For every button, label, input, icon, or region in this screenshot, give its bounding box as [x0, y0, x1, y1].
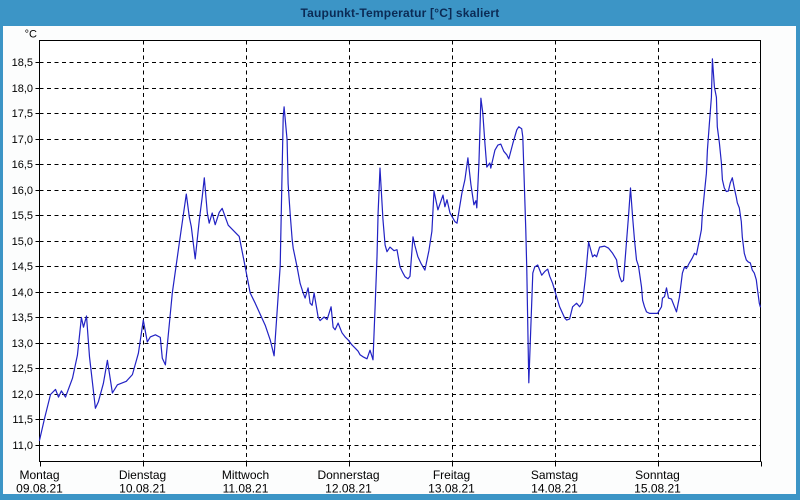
gridlines-vertical — [143, 40, 659, 462]
x-tick-date-label: 11.08.21 — [223, 482, 269, 496]
series-line — [38, 58, 761, 441]
y-tick-label: 18,5 — [12, 57, 33, 69]
y-tick-label: 15,0 — [12, 236, 33, 248]
y-tick-label: 12,0 — [12, 389, 33, 401]
y-tick-label: 13,5 — [12, 312, 33, 324]
x-tick-day-label: Donnerstag — [317, 468, 379, 482]
window-border-bottom — [0, 494, 800, 500]
y-tick-label: 11,0 — [12, 440, 33, 452]
x-tick-day-label: Dienstag — [119, 468, 166, 482]
y-axis-ticks — [35, 62, 40, 446]
x-tick-day-label: Freitag — [433, 468, 470, 482]
window-title: Taupunkt-Temperatur [°C] skaliert — [300, 6, 500, 20]
y-tick-label: 16,0 — [12, 185, 33, 197]
x-tick-date-label: 09.08.21 — [16, 482, 63, 496]
gridlines-horizontal — [39, 62, 761, 446]
y-tick-label: 14,5 — [12, 261, 33, 273]
window-titlebar: Taupunkt-Temperatur [°C] skaliert — [0, 0, 800, 26]
y-axis-unit-label: °C — [25, 29, 37, 41]
y-tick-label: 15,5 — [12, 210, 33, 222]
y-tick-label: 16,5 — [12, 159, 33, 171]
y-tick-label: 11,5 — [12, 414, 33, 426]
x-tick-date-label: 13.08.21 — [428, 482, 475, 496]
y-axis-labels: 18,5 18,0 17,5 17,0 16,5 16,0 15,5 15,0 14,5 14,0… — [12, 57, 33, 452]
x-tick-day-label: Montag — [19, 468, 59, 482]
x-tick-day-label: Samstag — [531, 468, 578, 482]
y-tick-label: 18,0 — [12, 83, 33, 95]
plot-area — [39, 40, 761, 462]
window-border-right — [796, 26, 800, 500]
x-tick-day-label: Mittwoch — [222, 468, 269, 482]
x-axis-ticks — [40, 461, 762, 467]
x-tick-date-label: 10.08.21 — [119, 482, 166, 496]
x-tick-date-label: 15.08.21 — [634, 482, 681, 496]
y-tick-label: 17,0 — [12, 134, 33, 146]
y-tick-label: 17,5 — [12, 108, 33, 120]
y-tick-label: 13,0 — [12, 338, 33, 350]
x-tick-date-label: 12.08.21 — [325, 482, 372, 496]
y-tick-label: 12,5 — [12, 363, 33, 375]
x-tick-day-label: Sonntag — [635, 468, 680, 482]
y-tick-label: 14,0 — [12, 287, 33, 299]
x-tick-date-label: 14.08.21 — [531, 482, 578, 496]
window-border-left — [0, 26, 3, 500]
